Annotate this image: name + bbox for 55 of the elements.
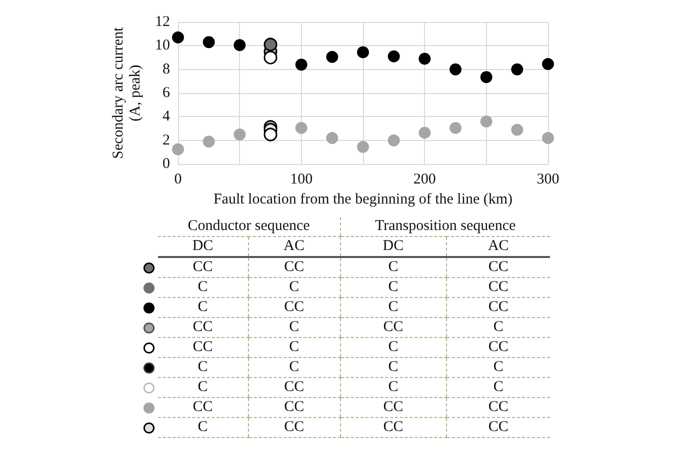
text: CC: [446, 338, 550, 358]
x-tick-label: 300: [536, 172, 560, 188]
text: C: [248, 358, 340, 378]
text: C: [248, 278, 340, 298]
text: CC: [248, 418, 340, 438]
y-tick-label: 12: [155, 14, 170, 30]
text: AC: [248, 236, 340, 257]
text: DC: [340, 236, 446, 257]
text: C: [248, 338, 340, 358]
text: CC: [158, 338, 248, 358]
text: Transposition sequence: [340, 217, 550, 236]
text: CC: [340, 418, 446, 438]
text: C: [340, 378, 446, 398]
text: CC: [248, 298, 340, 318]
text: CC: [446, 398, 550, 418]
text: C: [340, 338, 446, 358]
text: CC: [248, 398, 340, 418]
x-tick-label: 200: [413, 172, 436, 188]
text: CC: [158, 318, 248, 338]
text: C: [158, 278, 248, 298]
text: C: [158, 298, 248, 318]
text: Conductor sequence: [158, 217, 340, 236]
text: AC: [446, 236, 550, 257]
text: C: [340, 278, 446, 298]
y-axis-title: Secondary arc current (A, peak): [110, 26, 144, 159]
y-tick-label: 8: [162, 61, 170, 78]
y-tick-label: 2: [162, 132, 170, 148]
text: C: [446, 358, 550, 378]
text: C: [248, 318, 340, 338]
y-tick-label: 10: [155, 38, 170, 54]
text: C: [340, 298, 446, 318]
y-tick-label: 4: [162, 108, 170, 125]
text: CC: [446, 298, 550, 318]
text: CC: [446, 257, 550, 278]
x-tick-label: 0: [174, 172, 182, 188]
text: C: [158, 358, 248, 378]
text: C: [340, 257, 446, 278]
text: DC: [158, 236, 248, 257]
x-axis-title: Fault location from the beginning of the line (km): [213, 192, 513, 208]
text: CC: [158, 257, 248, 278]
text: C: [446, 318, 550, 338]
text: C: [340, 358, 446, 378]
text: CC: [446, 418, 550, 438]
text: CC: [340, 318, 446, 338]
y-tick-label: 6: [162, 85, 170, 102]
text: C: [446, 378, 550, 398]
text: CC: [248, 378, 340, 398]
text: CC: [248, 257, 340, 278]
text: C: [158, 378, 248, 398]
text: CC: [446, 278, 550, 298]
y-tick-label: 0: [162, 156, 170, 172]
text: C: [158, 418, 248, 438]
text: CC: [158, 398, 248, 418]
x-tick-label: 100: [290, 172, 313, 188]
text: CC: [340, 398, 446, 418]
